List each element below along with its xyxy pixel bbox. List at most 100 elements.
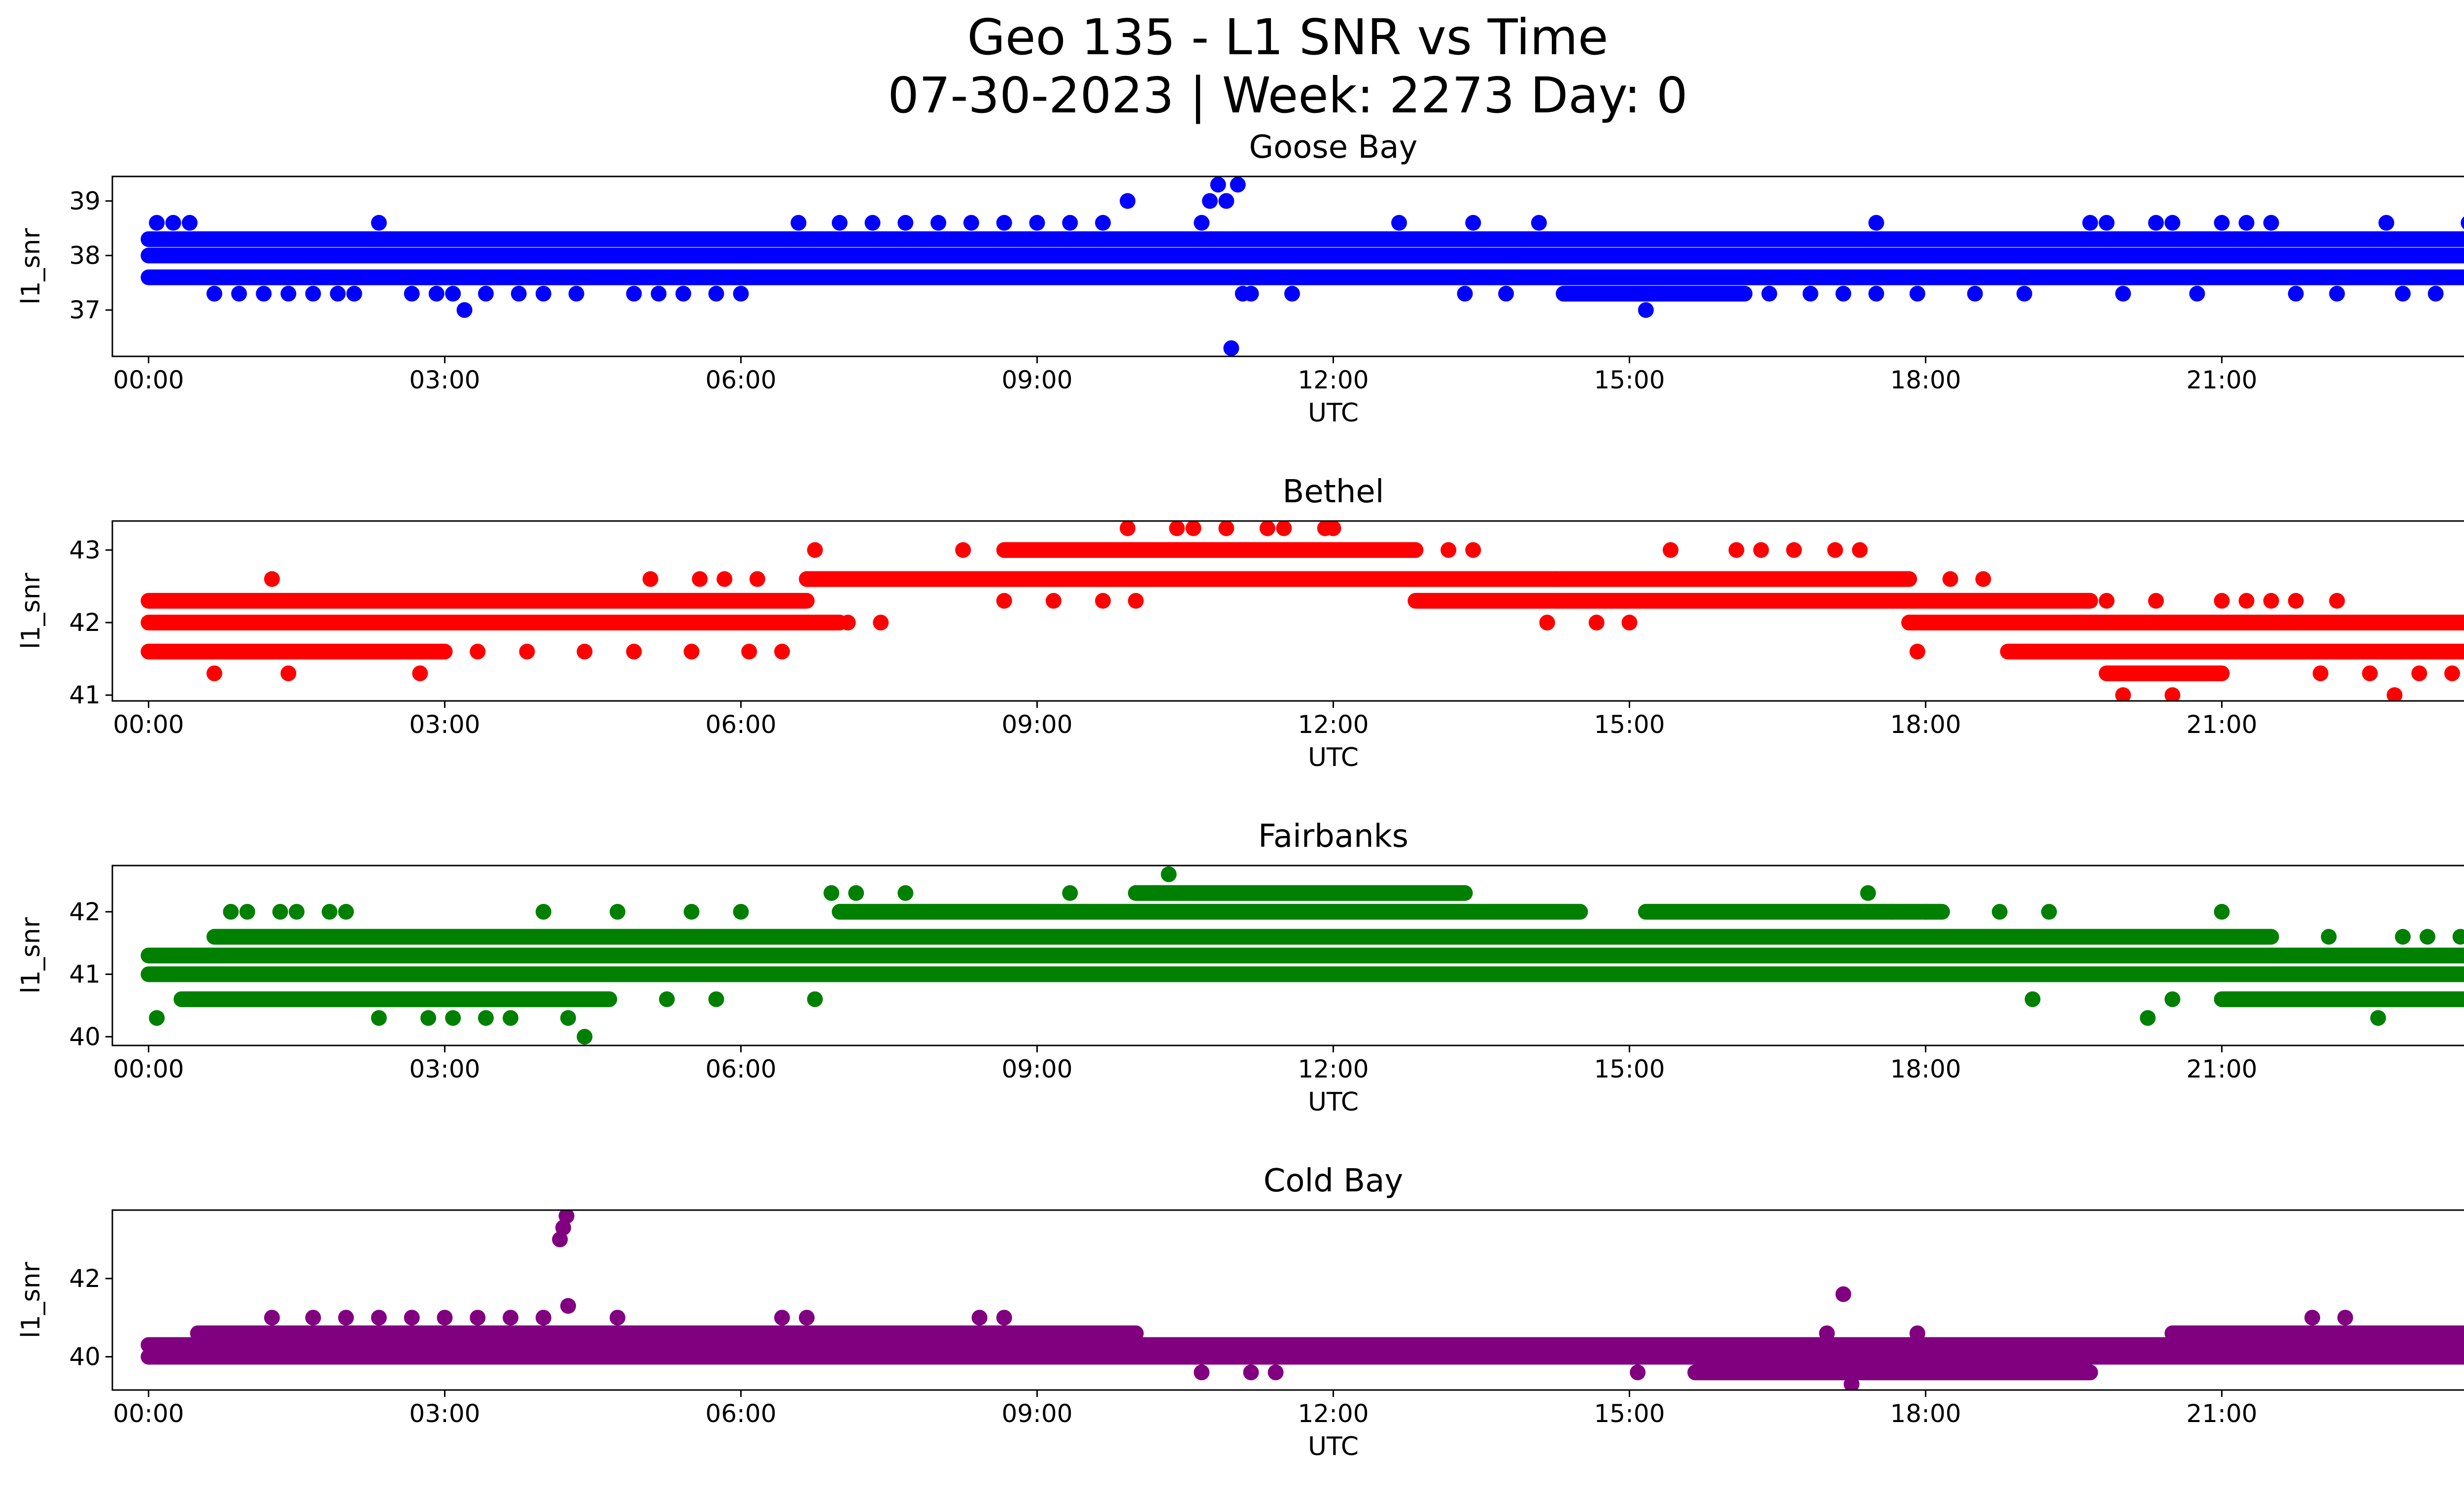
data-point [2395, 285, 2411, 302]
data-point [503, 1310, 519, 1326]
data-point [2288, 285, 2304, 302]
data-point [1267, 1364, 1284, 1381]
x-tick-label: 12:00 [1298, 1055, 1369, 1083]
data-point [1884, 904, 1901, 920]
data-point [256, 285, 272, 302]
subplot-cold-bay: Cold Bay 00:00 03:00 06:00 09:00 12:00 15:00 18… [16, 1163, 2464, 1461]
data-point [684, 904, 700, 920]
data-point [1284, 285, 1300, 302]
x-tick-label: 21:00 [2186, 1055, 2257, 1083]
data-point [963, 215, 979, 231]
x-tick-label: 00:00 [113, 1399, 184, 1428]
data-point [428, 285, 445, 302]
data-point [1802, 285, 1818, 302]
data-point [807, 991, 823, 1008]
data-point [1909, 643, 1925, 660]
data-point [733, 285, 749, 302]
data-point [1868, 215, 1884, 231]
x-tick-label: 09:00 [1001, 1399, 1072, 1428]
data-point [1194, 1364, 1210, 1381]
x-tick-label: 15:00 [1594, 1055, 1665, 1083]
data-point [1045, 592, 1061, 609]
data-point [2387, 687, 2403, 701]
data-point [790, 215, 807, 231]
data-point [1177, 947, 1193, 964]
data-point [1909, 1325, 1925, 1341]
data-point [1095, 592, 1111, 609]
data-point [1062, 215, 1078, 231]
data-point [1621, 615, 1638, 631]
data-point [1547, 966, 1564, 982]
y-tick-label: 40 [69, 1343, 101, 1371]
data-point [338, 1310, 354, 1326]
data-point [560, 1010, 576, 1026]
data-point [2452, 929, 2464, 945]
x-tick-label: 12:00 [1298, 1399, 1369, 1428]
data-point [2263, 592, 2279, 609]
x-tick-label: 03:00 [409, 1399, 480, 1428]
data-point [626, 643, 642, 660]
data-point [2098, 215, 2115, 231]
y-tick-label: 39 [69, 187, 101, 215]
data-point [1243, 1364, 1259, 1381]
data-point [1243, 285, 1259, 302]
data-point [2411, 665, 2428, 682]
data-point [1917, 904, 1934, 920]
x-tick-label: 06:00 [705, 710, 776, 739]
data-points [140, 1210, 2464, 1390]
data-point [560, 1298, 576, 1314]
data-point [2263, 215, 2279, 231]
data-point [535, 285, 551, 302]
data-point [2395, 929, 2411, 945]
data-point [519, 643, 535, 660]
data-points [140, 521, 2464, 701]
x-tick-label: 21:00 [2186, 710, 2257, 739]
data-point [741, 643, 757, 660]
x-tick-label: 09:00 [1001, 1055, 1072, 1083]
data-point [1276, 521, 1292, 536]
data-point [1325, 521, 1341, 536]
data-point [535, 1310, 551, 1326]
data-point [2214, 592, 2230, 609]
data-point [445, 285, 461, 302]
data-point [1185, 521, 1201, 536]
data-point [675, 285, 691, 302]
data-point [346, 285, 362, 302]
data-point [280, 665, 297, 682]
subplot-title: Cold Bay [1264, 1163, 1403, 1199]
x-tick-label: 21:00 [2186, 366, 2257, 394]
data-point [577, 1029, 593, 1045]
data-point [2419, 929, 2435, 945]
data-point [1465, 215, 1481, 231]
data-point [1901, 615, 1917, 631]
data-point [288, 904, 305, 920]
data-point [2247, 929, 2263, 945]
data-point [568, 285, 584, 302]
data-point [2164, 991, 2181, 1008]
data-point [774, 643, 790, 660]
data-point [2164, 687, 2181, 701]
data-point [749, 571, 765, 587]
data-point [2016, 643, 2032, 660]
x-axis-label: UTC [1308, 743, 1359, 772]
x-tick-label: 18:00 [1890, 1399, 1961, 1428]
data-point [692, 571, 708, 587]
data-point [1218, 193, 1234, 209]
x-tick-label: 09:00 [1001, 366, 1072, 394]
data-point [2214, 904, 2230, 920]
data-point [2444, 665, 2460, 682]
data-point [264, 1310, 280, 1326]
data-point [206, 665, 223, 682]
subplots-container: Goose Bay 00:00 03:00 06:00 09:00 12:00 15:00 1… [16, 129, 2464, 1461]
data-point [1539, 615, 1555, 631]
data-point [1728, 542, 1745, 558]
data-point [1975, 571, 1991, 587]
data-point [1473, 947, 1490, 964]
data-point [280, 285, 297, 302]
x-tick-label: 18:00 [1890, 1055, 1961, 1083]
data-point [558, 1210, 575, 1224]
data-point [223, 904, 239, 920]
y-tick-label: 42 [69, 898, 101, 926]
data-point [2189, 285, 2205, 302]
data-point [264, 571, 280, 587]
